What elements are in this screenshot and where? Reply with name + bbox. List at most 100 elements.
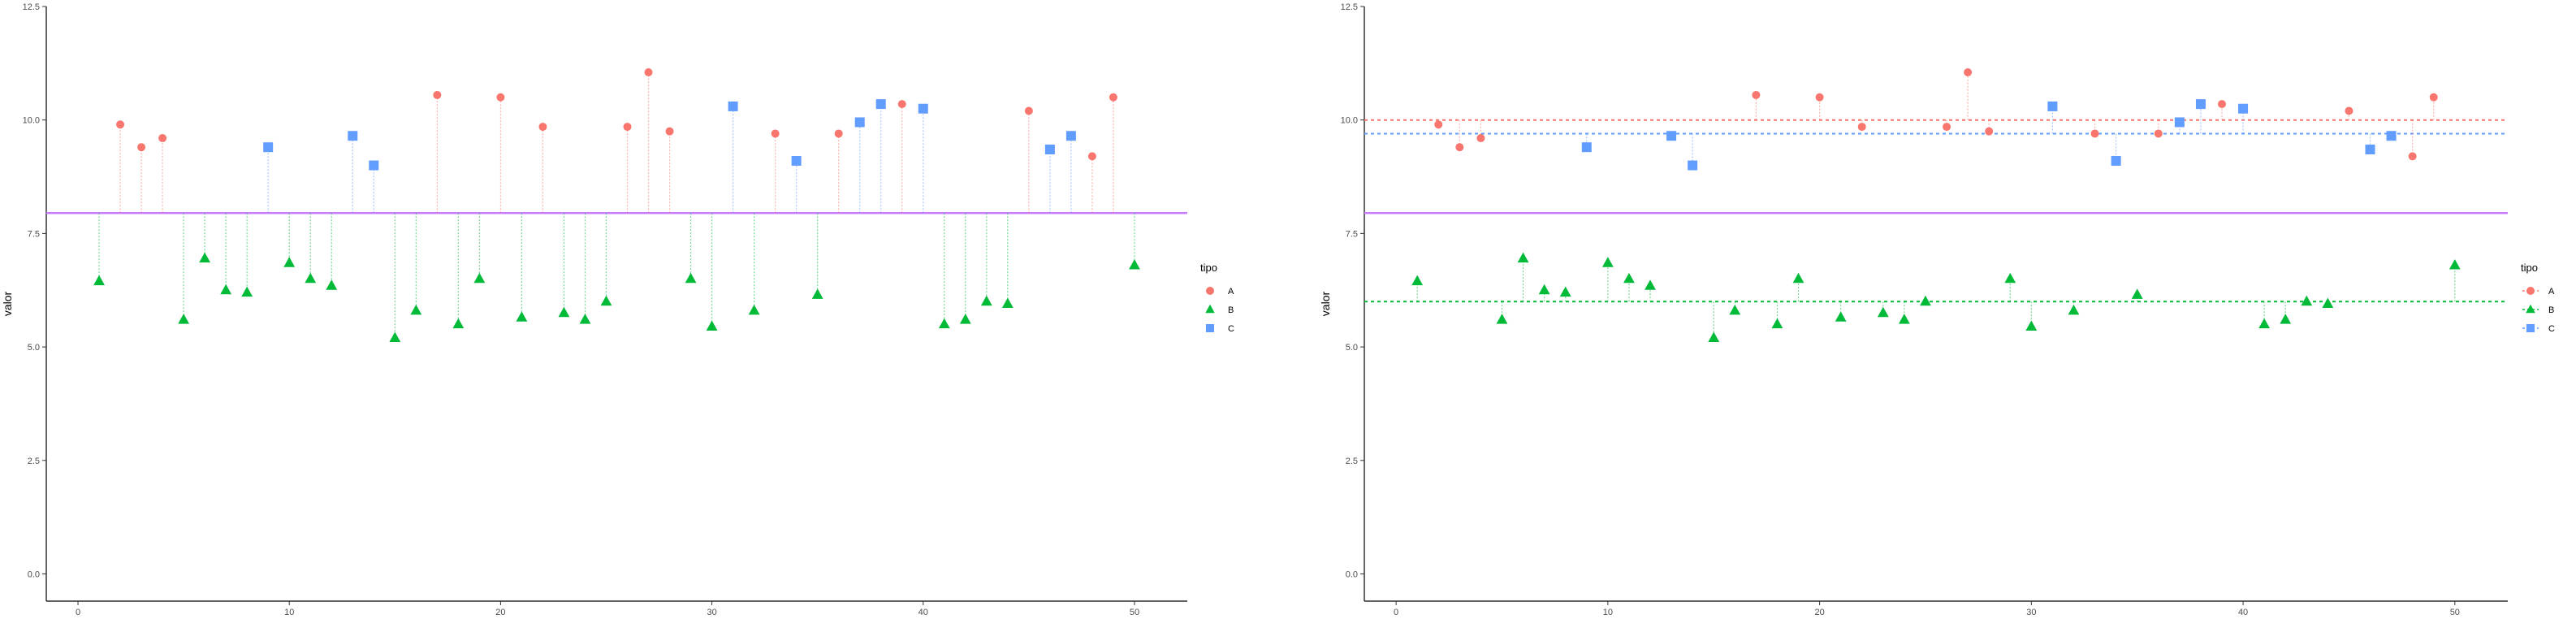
point-A — [2090, 129, 2099, 138]
point-C — [2174, 117, 2185, 128]
point-B — [2301, 295, 2313, 306]
legend-title: tipo — [2521, 262, 2538, 274]
y-tick-label: 2.5 — [1346, 457, 1358, 466]
legend: tipo ABC — [2521, 262, 2555, 334]
point-B — [2131, 288, 2143, 299]
point-B — [685, 272, 697, 284]
point-C — [2111, 155, 2121, 166]
point-C — [348, 131, 358, 141]
point-B — [980, 295, 992, 306]
point-B — [1001, 297, 1014, 309]
point-B — [1771, 318, 1783, 329]
point-A — [1857, 123, 1866, 132]
point-B — [93, 275, 105, 286]
x-tick-label: 10 — [284, 608, 294, 617]
point-B — [2004, 272, 2016, 284]
legend-title: tipo — [1200, 262, 1217, 274]
point-C — [875, 99, 886, 110]
point-A — [1752, 90, 1761, 99]
x-tick-label: 40 — [918, 608, 928, 617]
x-tick-label: 0 — [76, 608, 80, 617]
point-B — [1623, 272, 1635, 284]
point-B — [1411, 275, 1424, 286]
point-C — [918, 103, 928, 114]
y-tick-label: 5.0 — [28, 343, 40, 353]
point-B — [2068, 304, 2080, 315]
legend-label-B: B — [1228, 305, 1234, 315]
point-A — [1815, 93, 1824, 102]
y-tick-label: 10.0 — [1341, 116, 1358, 126]
point-A — [1455, 143, 1464, 152]
point-C — [2238, 103, 2249, 114]
x-tick-label: 30 — [2026, 608, 2036, 617]
point-A — [644, 68, 653, 77]
point-A — [496, 93, 505, 102]
point-A — [1434, 120, 1443, 129]
y-tick-label: 0.0 — [1346, 569, 1358, 579]
point-B — [2448, 259, 2461, 270]
y-tick-label: 12.5 — [23, 2, 40, 12]
point-B — [600, 295, 612, 306]
x-tick-label: 40 — [2238, 608, 2248, 617]
point-A — [1087, 152, 1096, 161]
point-B — [199, 252, 211, 263]
point-A — [1985, 127, 1994, 136]
x-tick-label: 0 — [1394, 608, 1398, 617]
point-B — [1645, 279, 1656, 290]
legend-label-C: C — [2548, 324, 2555, 334]
point-C — [791, 155, 802, 166]
point-A — [665, 127, 674, 136]
point-A — [1964, 68, 1973, 77]
legend-key-C — [2526, 324, 2535, 332]
point-B — [1496, 314, 1508, 324]
point-B — [2258, 318, 2271, 329]
point-B — [1877, 306, 1889, 318]
legend-key-B — [1205, 304, 1215, 314]
point-A — [137, 143, 146, 152]
point-B — [178, 314, 190, 324]
point-A — [834, 129, 843, 138]
point-C — [2386, 131, 2397, 141]
point-B — [473, 272, 486, 284]
y-axis-title: valor — [1, 291, 14, 316]
point-B — [516, 311, 528, 322]
x-tick-label: 20 — [495, 608, 505, 617]
point-B — [2025, 320, 2038, 331]
point-C — [1688, 160, 1698, 171]
point-B — [1129, 259, 1140, 270]
legend-label-B: B — [2548, 305, 2554, 315]
chart-2: 0.0 2.5 5.0 7.5 10.0 12.5 0 10 20 30 40 50 valor tipo… — [1319, 2, 2555, 617]
legend-label-A: A — [1228, 287, 1234, 297]
point-A — [433, 90, 442, 99]
point-B — [283, 257, 296, 267]
point-C — [2195, 99, 2206, 110]
y-tick-label: 12.5 — [1341, 2, 1358, 12]
legend-label-A: A — [2548, 287, 2555, 297]
x-tick-label: 50 — [2450, 608, 2460, 617]
point-B — [811, 288, 823, 299]
point-C — [369, 160, 379, 171]
chart-1: 0.0 2.5 5.0 7.5 10.0 12.5 0 10 20 30 40 50 valor tipo… — [1, 2, 1234, 617]
point-A — [2408, 152, 2417, 161]
point-B — [1559, 286, 1571, 297]
x-tick-label: 20 — [1814, 608, 1824, 617]
point-B — [410, 304, 422, 315]
point-B — [1729, 304, 1741, 315]
point-C — [2047, 101, 2058, 111]
point-A — [2345, 106, 2353, 115]
point-C — [263, 142, 274, 153]
point-B — [2322, 297, 2334, 309]
point-A — [2429, 93, 2438, 102]
y-axis-title: valor — [1319, 291, 1332, 316]
point-A — [1024, 106, 1033, 115]
point-C — [1065, 131, 1076, 141]
legend: tipo ABC — [1200, 262, 1234, 334]
x-tick-label: 50 — [1130, 608, 1139, 617]
point-A — [623, 123, 632, 132]
point-C — [1581, 142, 1592, 153]
point-B — [1538, 284, 1550, 295]
point-B — [706, 320, 718, 331]
point-B — [1708, 331, 1720, 342]
y-tick-label: 7.5 — [28, 229, 40, 239]
